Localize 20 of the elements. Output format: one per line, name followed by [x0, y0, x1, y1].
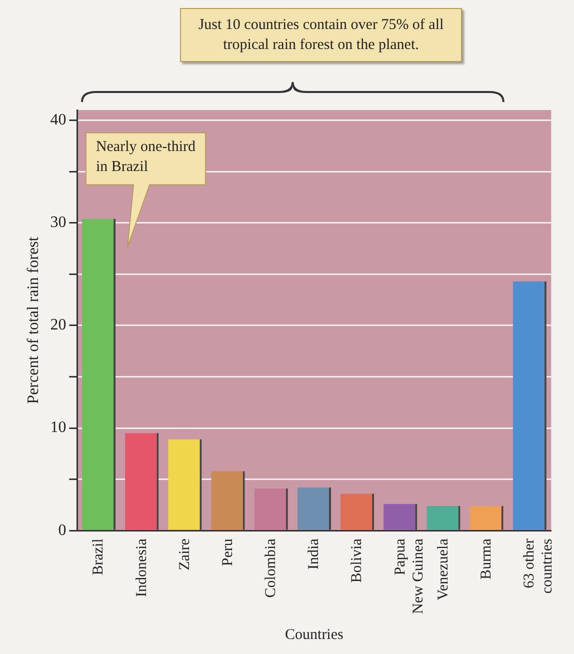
y-tick-label: 20: [50, 316, 66, 334]
x-tick-label: Peru: [220, 538, 236, 566]
x-tick-label: 63 other countries: [522, 538, 556, 594]
x-tick-label: India: [306, 538, 322, 570]
y-axis-title: Percent of total rain forest: [24, 236, 42, 404]
x-tick-label: Brazil: [90, 538, 107, 576]
y-tick-label: 10: [50, 419, 66, 436]
chart-title: Just 10 countries contain over 75% of all tropical rain forest on the planet.: [180, 8, 462, 62]
x-axis-title: Countries: [285, 626, 344, 643]
x-tick-label: Bolivia: [349, 538, 366, 583]
x-tick-label: Papua New Guinea: [392, 538, 426, 614]
x-tick-label: Zaire: [176, 538, 193, 570]
annotation: Nearly one-third in Brazil: [96, 139, 196, 176]
x-tick-label: Colombia: [263, 538, 280, 598]
y-tick-label: 30: [50, 214, 66, 232]
y-tick-label: 0: [58, 522, 66, 539]
x-tick-label: Venezuela: [435, 538, 452, 600]
x-tick-label: Burma: [478, 538, 494, 580]
x-tick-label: Indonesia: [134, 538, 150, 597]
y-tick-label: 40: [50, 111, 66, 128]
